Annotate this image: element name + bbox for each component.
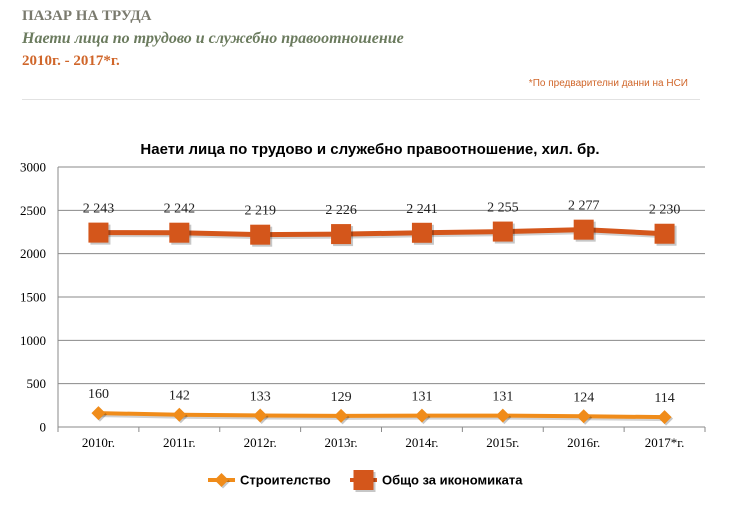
x-tick-label: 2010г. [82,435,115,450]
y-tick-label: 0 [40,420,47,435]
x-tick-label: 2012г. [244,435,277,450]
x-tick-label: 2015г. [486,435,519,450]
series-total-economy [88,219,677,247]
x-tick-label: 2013г. [325,435,358,450]
data-point [657,410,672,425]
data-label: 2 277 [568,199,600,214]
data-label: 114 [654,391,674,406]
data-point [576,409,591,424]
source-note: *По предварителни данни на НСИ [528,78,688,89]
data-point [492,221,513,242]
data-label: 133 [250,389,271,404]
data-label: 2 219 [244,204,276,219]
data-label: 131 [492,390,513,405]
data-point [573,219,594,240]
data-point [172,407,187,422]
data-point [88,222,109,243]
data-label: 2 241 [406,202,438,217]
header-divider [22,99,700,100]
data-label: 2 243 [83,202,115,217]
legend-marker [353,470,374,490]
chart-title: Наети лица по трудово и служебно правоот… [140,141,599,158]
series-line [98,227,665,238]
data-point [253,408,268,423]
data-point [411,222,432,243]
legend-label: Строителство [240,473,331,488]
x-tick-label: 2011г. [163,435,196,450]
data-label: 2 242 [164,202,196,217]
y-tick-label: 2500 [20,203,46,218]
y-tick-label: 3000 [20,160,46,175]
data-label: 2 226 [325,203,357,218]
x-tick-label: 2014г. [405,435,438,450]
data-point [414,408,429,423]
data-label: 2 255 [487,201,519,216]
y-tick-label: 500 [27,376,47,391]
data-label: 160 [88,387,109,402]
data-point [654,223,675,244]
period-label: 2010г. - 2017*г. [22,53,120,69]
y-tick-label: 1500 [20,290,46,305]
page-subtitle: Наети лица по трудово и служебно правоот… [22,30,404,47]
data-point [495,408,510,423]
data-point [250,224,271,245]
data-point [169,222,190,243]
legend-label: Общо за икономиката [382,473,523,488]
x-tick-label: 2016г. [567,435,600,450]
data-label: 142 [169,389,190,404]
y-tick-label: 2000 [20,246,46,261]
data-label: 124 [573,390,594,405]
legend-item: Строителство [208,473,331,489]
legend-marker [214,473,229,487]
x-tick-label: 2017*г. [645,435,685,450]
data-label: 2 230 [649,203,681,218]
data-point [334,408,349,423]
data-point [91,406,106,421]
series-construction [91,406,674,426]
series-line [98,411,665,420]
data-point [331,224,352,245]
section-heading: ПАЗАР НА ТРУДА [22,8,152,24]
y-tick-label: 1000 [20,333,46,348]
data-label: 129 [331,390,352,405]
data-label: 131 [411,390,432,405]
legend-item: Общо за икономиката [350,470,523,492]
